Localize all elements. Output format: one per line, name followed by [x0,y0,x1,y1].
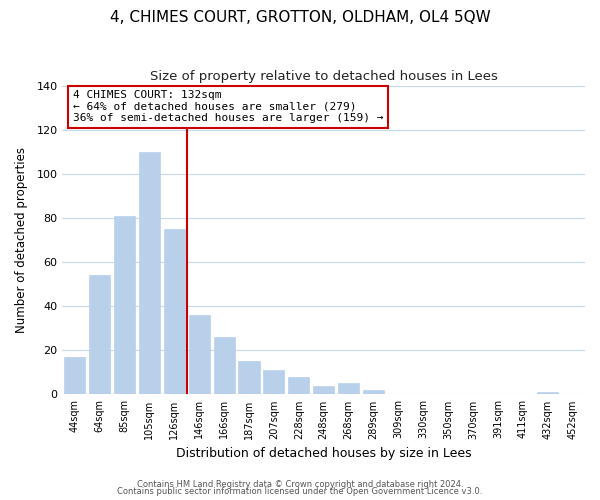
Bar [188,315,210,394]
Bar [64,357,85,395]
Bar [263,370,284,394]
Bar [89,276,110,394]
Bar [114,216,135,394]
Bar [363,390,384,394]
Text: Contains HM Land Registry data © Crown copyright and database right 2024.: Contains HM Land Registry data © Crown c… [137,480,463,489]
Title: Size of property relative to detached houses in Lees: Size of property relative to detached ho… [150,70,497,83]
Text: 4 CHIMES COURT: 132sqm
← 64% of detached houses are smaller (279)
36% of semi-de: 4 CHIMES COURT: 132sqm ← 64% of detached… [73,90,383,124]
Y-axis label: Number of detached properties: Number of detached properties [15,147,28,333]
Text: Contains public sector information licensed under the Open Government Licence v3: Contains public sector information licen… [118,487,482,496]
Bar [313,386,334,394]
Bar [139,152,160,394]
Text: 4, CHIMES COURT, GROTTON, OLDHAM, OL4 5QW: 4, CHIMES COURT, GROTTON, OLDHAM, OL4 5Q… [110,10,490,25]
Bar [214,337,235,394]
Bar [164,229,185,394]
Bar [537,392,558,394]
Bar [238,362,260,394]
Bar [338,384,359,394]
Bar [288,377,310,394]
X-axis label: Distribution of detached houses by size in Lees: Distribution of detached houses by size … [176,447,472,460]
